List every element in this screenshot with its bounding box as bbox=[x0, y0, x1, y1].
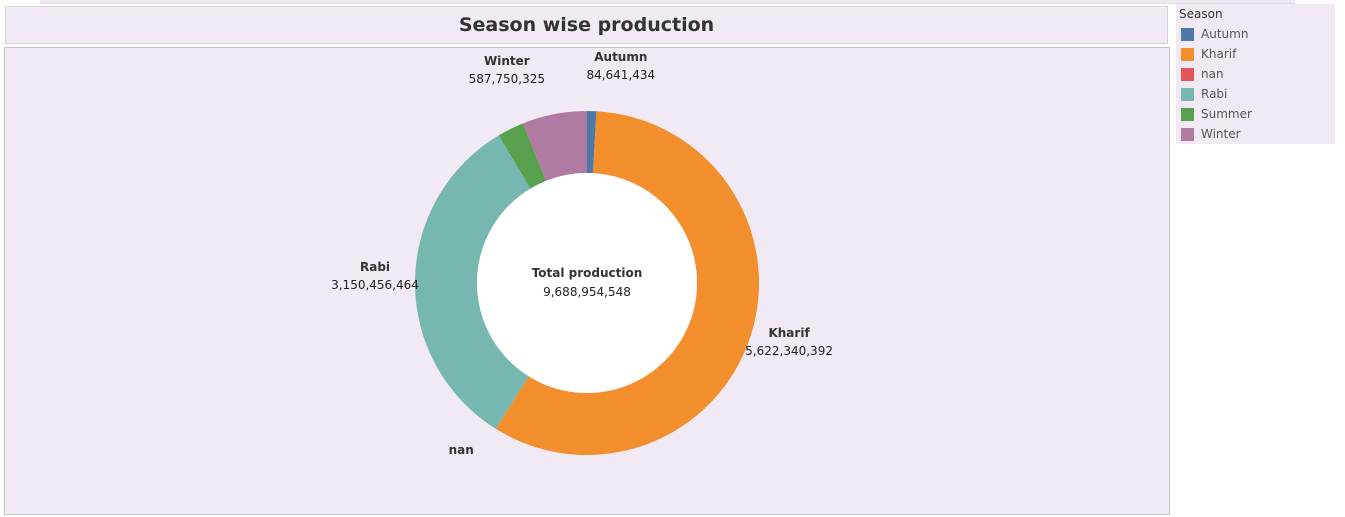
legend-item-summer[interactable]: Summer bbox=[1181, 106, 1252, 122]
slice-label-name-rabi: Rabi bbox=[360, 260, 390, 274]
donut-slices bbox=[414, 111, 759, 455]
donut-chart[interactable]: Autumn 84,641,434 Kharif 5,622,340,392 nan Ra… bbox=[5, 48, 1171, 516]
chart-title-bar: Season wise production bbox=[5, 6, 1168, 44]
legend-label-nan: nan bbox=[1201, 67, 1224, 81]
donut-hole bbox=[477, 173, 697, 393]
legend-swatch-autumn bbox=[1181, 27, 1194, 41]
slice-kharif[interactable] bbox=[495, 111, 759, 455]
legend-item-kharif[interactable]: Kharif bbox=[1181, 46, 1236, 62]
legend-label-kharif: Kharif bbox=[1201, 47, 1237, 61]
legend-swatch-kharif bbox=[1181, 47, 1194, 61]
slice-label-name-winter: Winter bbox=[484, 54, 530, 68]
slice-label-name-nan: nan bbox=[449, 443, 474, 457]
slice-labels: Autumn 84,641,434 Kharif 5,622,340,392 nan Ra… bbox=[331, 50, 833, 457]
top-divider bbox=[40, 0, 1295, 4]
slice-label-value-autumn: 84,641,434 bbox=[586, 68, 655, 82]
legend-item-rabi[interactable]: Rabi bbox=[1181, 86, 1227, 102]
slice-label-name-kharif: Kharif bbox=[768, 326, 810, 340]
slice-rabi[interactable] bbox=[414, 135, 531, 429]
legend-swatch-summer bbox=[1181, 107, 1194, 121]
chart-title: Season wise production bbox=[458, 14, 715, 36]
legend-swatch-winter bbox=[1181, 127, 1194, 141]
legend-label-summer: Summer bbox=[1201, 107, 1252, 121]
legend-label-autumn: Autumn bbox=[1201, 27, 1249, 41]
slice-label-value-rabi: 3,150,456,464 bbox=[331, 278, 419, 292]
slice-label-name-autumn: Autumn bbox=[594, 50, 647, 64]
slice-summer[interactable] bbox=[498, 123, 547, 189]
legend-item-autumn[interactable]: Autumn bbox=[1181, 26, 1248, 42]
center-label-title: Total production bbox=[532, 266, 643, 280]
center-label-value: 9,688,954,548 bbox=[543, 285, 631, 299]
slice-winter[interactable] bbox=[523, 111, 587, 181]
legend-item-nan[interactable]: nan bbox=[1181, 66, 1224, 82]
slice-label-value-kharif: 5,622,340,392 bbox=[745, 344, 833, 358]
legend-title: Season bbox=[1179, 7, 1223, 21]
legend-item-winter[interactable]: Winter bbox=[1181, 126, 1241, 142]
legend-swatch-rabi bbox=[1181, 87, 1194, 101]
legend-swatch-nan bbox=[1181, 67, 1194, 81]
legend-label-rabi: Rabi bbox=[1201, 87, 1228, 101]
legend: Season Autumn Kharif nan Rabi Summer Winter bbox=[1176, 4, 1335, 144]
slice-autumn[interactable] bbox=[587, 111, 597, 174]
legend-label-winter: Winter bbox=[1201, 127, 1241, 141]
plot-panel: Autumn 84,641,434 Kharif 5,622,340,392 nan Ra… bbox=[4, 47, 1170, 515]
slice-label-value-winter: 587,750,325 bbox=[469, 72, 545, 86]
